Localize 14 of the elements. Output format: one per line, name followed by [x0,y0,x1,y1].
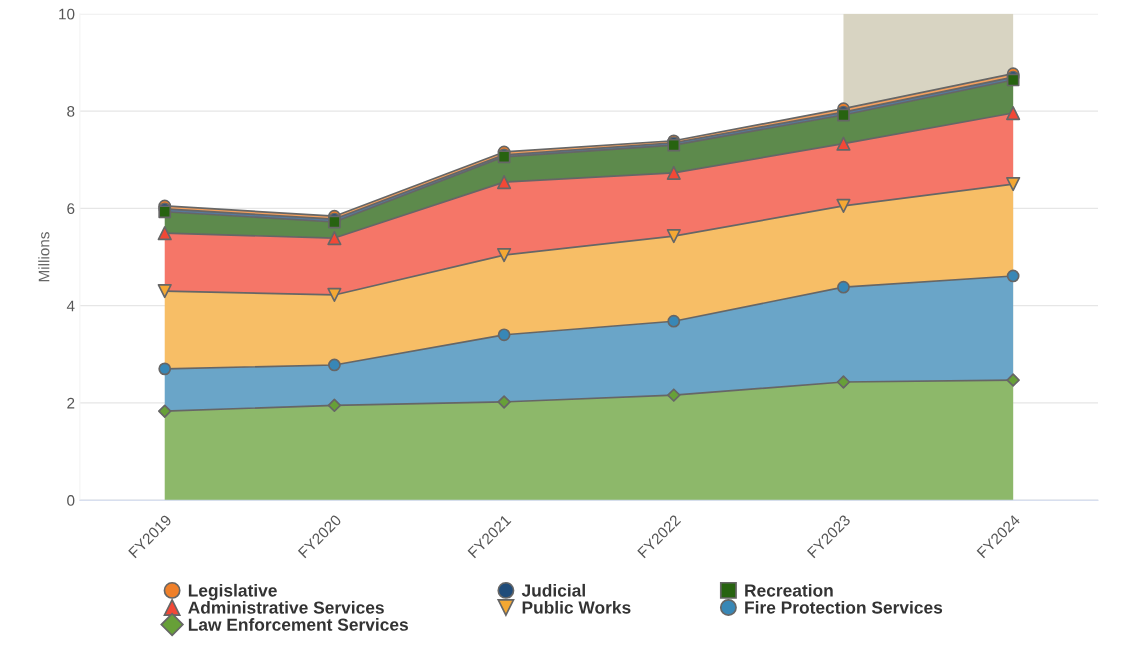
legend-label: Administrative Services [188,601,384,614]
legend-label: Judicial [521,583,585,597]
y-tick-label: 2 [67,397,75,409]
legend-label: Law Enforcement Services [188,618,408,631]
y-tick-label: 0 [67,495,75,506]
y-tick-label: 8 [67,105,75,117]
legend-label: Legislative [188,583,277,601]
legend-label: Public Works [522,600,631,614]
y-tick-label: 4 [66,300,75,312]
y-tick-label: 10 [59,8,75,20]
legend-label: Fire Protection Services [745,600,943,614]
legend-label: Recreation [745,583,833,597]
y-axis-title: Millions [38,232,50,282]
y-tick-label: 6 [67,203,75,215]
